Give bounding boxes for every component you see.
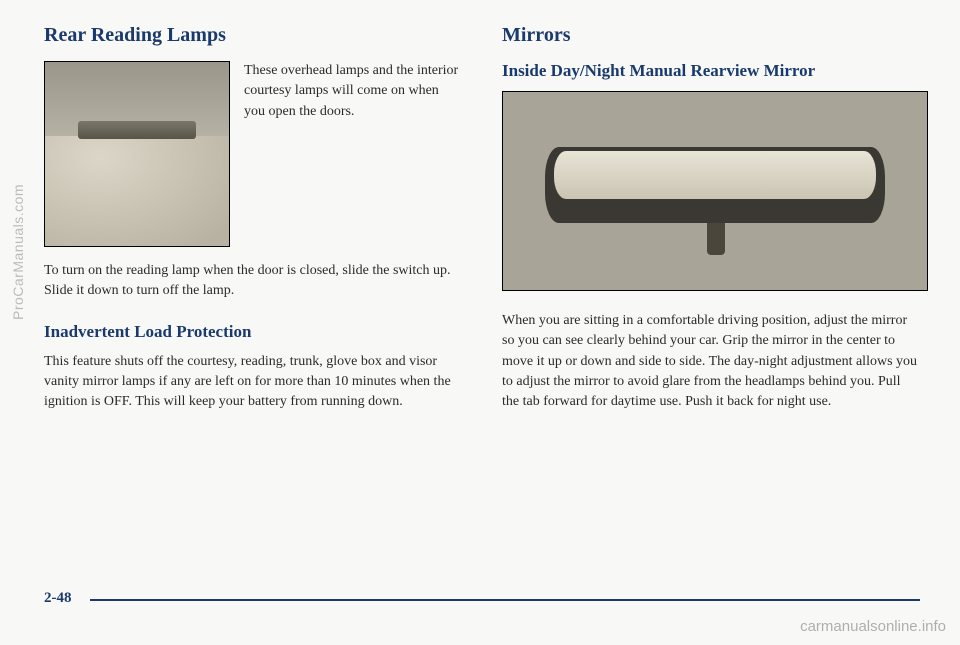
watermark-left: ProCarManuals.com bbox=[10, 184, 26, 320]
mirror-paragraph: When you are sitting in a comfortable dr… bbox=[502, 311, 920, 412]
heading-inside-mirror: Inside Day/Night Manual Rearview Mirror bbox=[502, 61, 920, 81]
lamp-figure-row: These overhead lamps and the interior co… bbox=[44, 61, 462, 247]
heading-rear-reading-lamps: Rear Reading Lamps bbox=[44, 24, 462, 47]
heading-mirrors: Mirrors bbox=[502, 24, 920, 47]
lamp-photo bbox=[44, 61, 230, 247]
left-column: Rear Reading Lamps These overhead lamps … bbox=[44, 24, 462, 412]
page-rule bbox=[90, 599, 920, 601]
mirror-photo bbox=[502, 91, 928, 291]
lamp-caption: These overhead lamps and the interior co… bbox=[244, 61, 462, 122]
right-column: Mirrors Inside Day/Night Manual Rearview… bbox=[502, 24, 920, 412]
lamp-paragraph: To turn on the reading lamp when the doo… bbox=[44, 261, 462, 302]
watermark-bottom-right: carmanualsonline.info bbox=[800, 618, 946, 635]
inadvertent-load-paragraph: This feature shuts off the courtesy, rea… bbox=[44, 352, 462, 413]
heading-inadvertent-load: Inadvertent Load Protection bbox=[44, 322, 462, 342]
page-number: 2-48 bbox=[44, 590, 72, 607]
